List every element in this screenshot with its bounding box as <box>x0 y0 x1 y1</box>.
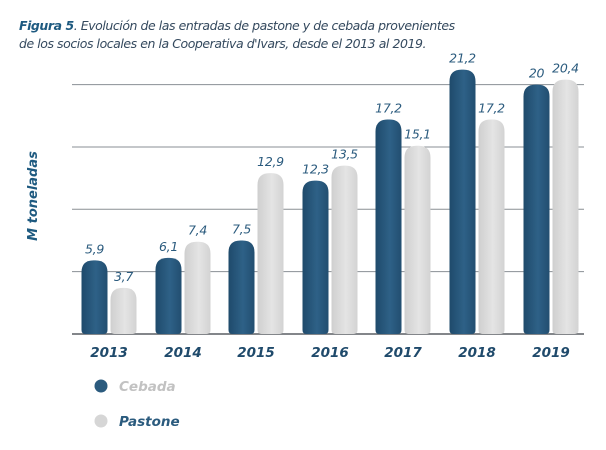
data-label-pastone-2018: 17,2 <box>478 101 505 116</box>
data-label-cebada-2014: 6,1 <box>159 239 178 254</box>
caption-label: Figura 5 <box>19 18 74 33</box>
bar-pastone-2013 <box>110 287 137 334</box>
data-label-pastone-2019: 20,4 <box>552 61 579 76</box>
x-tick-2015: 2015 <box>237 345 275 361</box>
data-label-cebada-2019: 20 <box>529 66 545 81</box>
x-tick-2013: 2013 <box>90 345 128 361</box>
bar-cebada-2018 <box>449 69 476 335</box>
x-tick-2016: 2016 <box>311 345 349 361</box>
bar-pastone-2017 <box>404 145 431 334</box>
y-axis-label: M toneladas <box>26 151 41 241</box>
x-axis: 2013 2014 2015 2016 2017 2018 2019 <box>90 345 570 361</box>
legend: Cebada Pastone <box>94 379 180 430</box>
data-label-cebada-2013: 5,9 <box>85 241 104 256</box>
bar-pastone-2019 <box>552 79 579 334</box>
x-tick-2014: 2014 <box>164 345 202 361</box>
legend-label-cebada: Cebada <box>119 379 176 395</box>
bar-pastone-2018 <box>478 119 505 335</box>
data-label-pastone-2015: 12,9 <box>257 154 284 169</box>
x-tick-2017: 2017 <box>384 345 422 361</box>
bar-pastone-2014 <box>184 241 211 334</box>
data-label-cebada-2018: 21,2 <box>449 51 476 66</box>
x-tick-2019: 2019 <box>532 345 570 361</box>
data-label-pastone-2014: 7,4 <box>188 223 207 238</box>
bar-cebada-2019 <box>523 84 550 334</box>
legend-marker-cebada <box>94 379 108 393</box>
bar-cebada-2017 <box>375 119 402 335</box>
legend-label-pastone: Pastone <box>119 414 180 430</box>
data-label-pastone-2016: 13,5 <box>331 147 358 162</box>
value-labels: 5,93,76,17,4 7,512,9 12,313,517,215,121,21… <box>85 51 579 284</box>
bar-cebada-2016 <box>302 180 329 334</box>
data-label-cebada-2015: 7,5 <box>232 221 251 236</box>
bar-cebada-2015 <box>228 240 255 334</box>
bar-cebada-2014 <box>155 257 182 334</box>
caption-text: . Evolución de las entradas de pastone y… <box>73 18 455 33</box>
data-label-pastone-2017: 15,1 <box>404 127 431 142</box>
data-label-cebada-2016: 12,3 <box>302 162 329 177</box>
data-label-cebada-2017: 17,2 <box>375 101 402 116</box>
x-tick-2018: 2018 <box>458 345 496 361</box>
caption-text-line2: de los socios locales en la Cooperativa … <box>19 36 427 51</box>
figure-caption: Figura 5. Evolución de las entradas de p… <box>19 17 579 53</box>
bar-cebada-2013 <box>81 260 108 334</box>
data-label-pastone-2013: 3,7 <box>114 269 133 284</box>
legend-marker-pastone <box>94 414 108 428</box>
bar-pastone-2015 <box>257 173 284 334</box>
bars-group <box>81 69 579 335</box>
bar-pastone-2016 <box>331 165 358 334</box>
